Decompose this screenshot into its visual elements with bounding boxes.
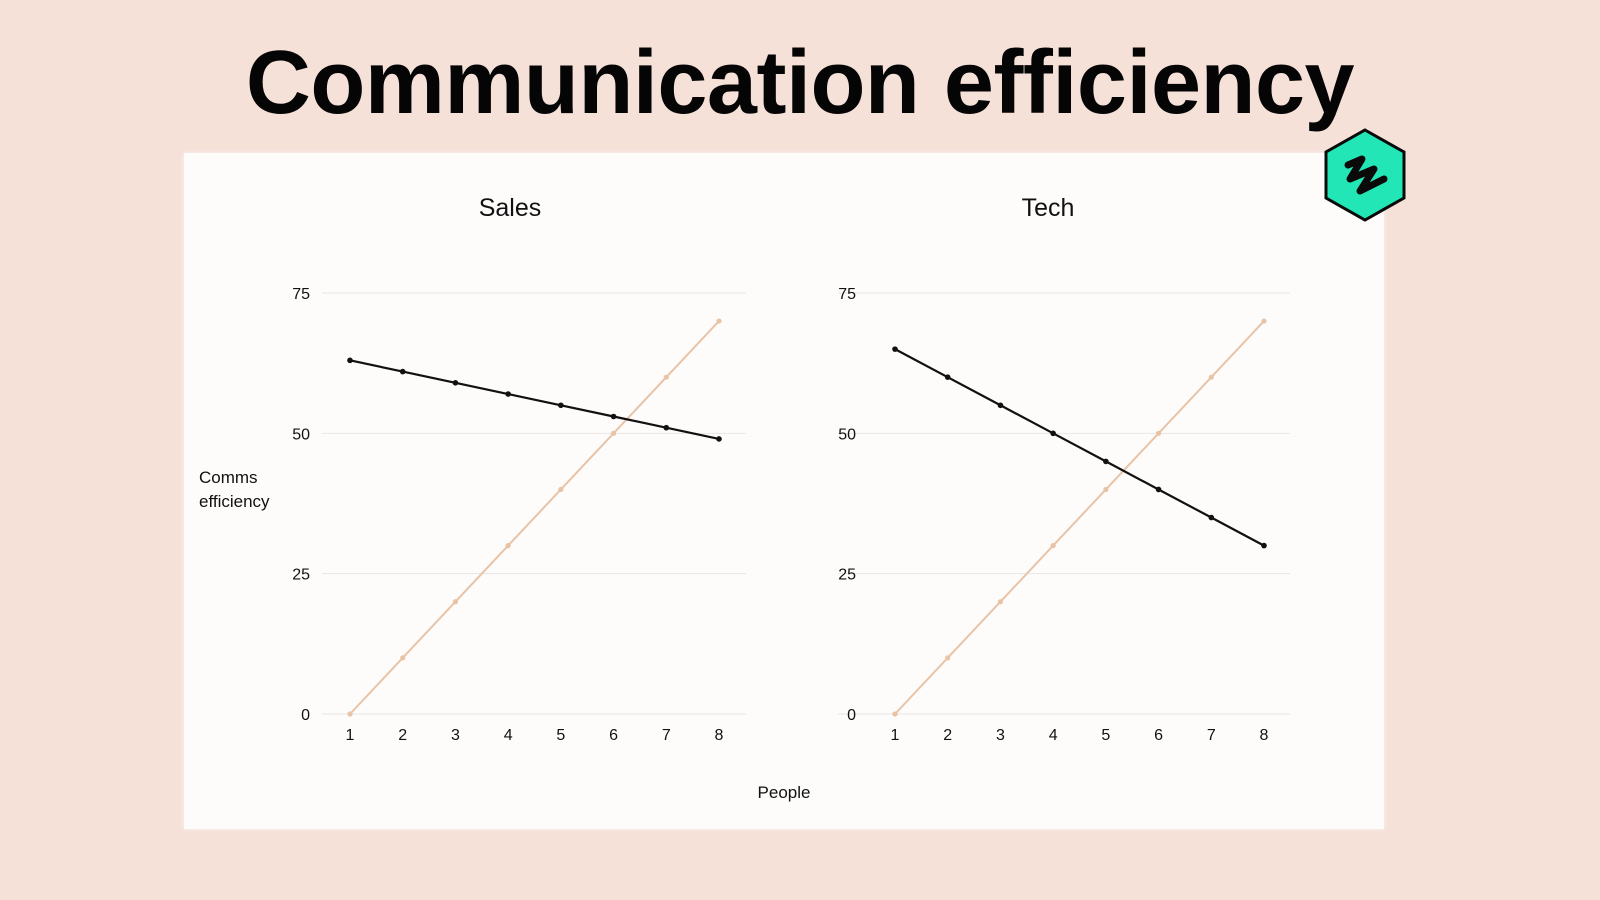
y-tick-label: 0 bbox=[301, 707, 310, 724]
data-point bbox=[505, 543, 511, 549]
data-point bbox=[347, 711, 353, 717]
series-line bbox=[894, 348, 1265, 547]
data-point bbox=[716, 436, 722, 442]
page-title: Communication efficiency bbox=[245, 33, 1355, 133]
hexagon-zigzag-logo-icon bbox=[1324, 128, 1406, 222]
x-tick-label: 3 bbox=[996, 727, 1005, 744]
data-point bbox=[558, 402, 564, 409]
x-tick-label: 7 bbox=[662, 727, 671, 744]
y-tick-label: 50 bbox=[292, 426, 310, 443]
x-tick-label: 2 bbox=[398, 727, 407, 744]
data-point bbox=[1208, 374, 1214, 380]
data-point bbox=[1050, 430, 1056, 437]
data-point bbox=[1155, 430, 1162, 436]
x-tick-label: 7 bbox=[1207, 727, 1216, 744]
chart-title: Tech bbox=[1022, 194, 1075, 222]
data-point bbox=[1103, 486, 1109, 493]
data-point bbox=[1155, 486, 1162, 493]
data-point bbox=[663, 424, 670, 431]
x-axis-label: People bbox=[758, 783, 811, 802]
data-point bbox=[716, 318, 722, 324]
data-point bbox=[1261, 318, 1267, 324]
data-point bbox=[1261, 542, 1267, 549]
x-tick-label: 6 bbox=[1154, 727, 1163, 744]
x-tick-label: 5 bbox=[1101, 727, 1110, 744]
series-line bbox=[349, 320, 720, 715]
y-tick-label: 25 bbox=[838, 567, 856, 584]
chart-sales: Sales 0 25 50 75 1 2 3 4 5 6 7 8 bbox=[292, 194, 746, 744]
series-line bbox=[894, 320, 1265, 715]
y-tick-label: 50 bbox=[838, 426, 856, 443]
y-tick-label: 75 bbox=[838, 286, 856, 303]
x-tick-label: 4 bbox=[1049, 727, 1058, 744]
data-point bbox=[997, 402, 1004, 409]
data-point bbox=[452, 599, 459, 605]
data-point bbox=[892, 711, 898, 717]
data-point bbox=[505, 391, 511, 397]
x-tick-label: 4 bbox=[504, 727, 513, 744]
charts-canvas: Sales 0 25 50 75 1 2 3 4 5 6 7 8 Tech 0 25 50 75 1 2 3 4 5 6 7 8… bbox=[199, 194, 1290, 802]
data-point bbox=[944, 374, 951, 380]
data-point bbox=[400, 655, 406, 661]
chart-card: Sales 0 25 50 75 1 2 3 4 5 6 7 8 Tech 0 25 50 75 1 2 3 4 5 6 7 8… bbox=[184, 153, 1384, 829]
data-point bbox=[1208, 514, 1215, 521]
x-tick-label: 1 bbox=[891, 727, 900, 744]
y-tick-label: 0 bbox=[847, 707, 856, 724]
data-point bbox=[399, 368, 406, 375]
data-point bbox=[610, 413, 617, 420]
data-point bbox=[892, 346, 898, 352]
logo-zigzag bbox=[1344, 155, 1388, 195]
x-tick-label: 1 bbox=[346, 727, 355, 744]
data-point bbox=[452, 380, 459, 386]
data-point bbox=[558, 486, 564, 493]
data-point bbox=[997, 599, 1004, 605]
data-point bbox=[945, 655, 951, 661]
series-line bbox=[349, 359, 720, 441]
y-tick-label: 25 bbox=[292, 567, 310, 584]
data-point bbox=[1103, 458, 1109, 465]
x-tick-label: 8 bbox=[1260, 727, 1269, 744]
x-tick-label: 6 bbox=[609, 727, 618, 744]
chart-tech: Tech 0 25 50 75 1 2 3 4 5 6 7 8 bbox=[838, 194, 1290, 744]
x-tick-label: 2 bbox=[943, 727, 952, 744]
data-point bbox=[347, 357, 353, 364]
data-point bbox=[663, 374, 669, 380]
y-tick-label: 75 bbox=[292, 286, 310, 303]
data-point bbox=[610, 430, 617, 436]
y-axis-label-line2: efficiency bbox=[199, 492, 270, 511]
x-tick-label: 5 bbox=[556, 727, 565, 744]
y-axis-label-line1: Comms bbox=[199, 468, 258, 487]
chart-title: Sales bbox=[479, 194, 542, 222]
x-tick-label: 3 bbox=[451, 727, 460, 744]
x-tick-label: 8 bbox=[715, 727, 724, 744]
data-point bbox=[1050, 543, 1056, 549]
